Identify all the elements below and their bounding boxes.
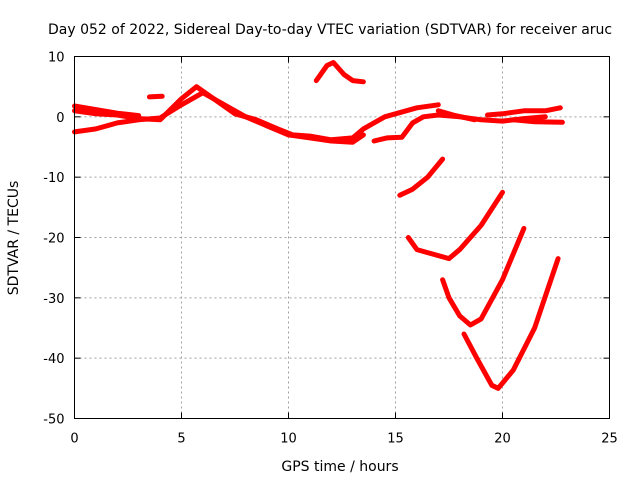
x-tick-label: 5 (177, 432, 185, 447)
series-track-h (485, 105, 563, 118)
series-track-e (313, 60, 366, 85)
y-tick-label: -40 (43, 352, 64, 367)
x-tick-label: 0 (70, 432, 78, 447)
x-tick-label: 15 (387, 432, 404, 447)
series-track-d (146, 93, 165, 100)
series-track-j (397, 156, 446, 198)
y-tick-label: -10 (43, 171, 64, 186)
series-track-i (510, 117, 565, 125)
series-track-k (405, 189, 505, 262)
y-tick-label: 10 (48, 51, 65, 66)
data-series (72, 60, 565, 391)
series-track-b (72, 90, 366, 145)
series-track-f (371, 112, 548, 144)
x-tick-label: 25 (601, 432, 618, 447)
tick-labels: 0 5 10 15 20 25 10 0 -10 -20 -30 -40 -50 (43, 51, 618, 447)
x-tick-label: 10 (280, 432, 297, 447)
x-axis-label: GPS time / hours (281, 459, 398, 475)
y-tick-label: -50 (43, 413, 64, 428)
y-tick-label: 0 (56, 111, 64, 126)
y-tick-label: -30 (43, 292, 64, 307)
series-track-m (461, 256, 561, 391)
plot-frame (74, 56, 610, 419)
series-track-l (440, 225, 527, 328)
series-track-g (435, 108, 478, 123)
y-tick-label: -20 (43, 232, 64, 247)
chart-title: Day 052 of 2022, Sidereal Day-to-day VTE… (48, 22, 612, 38)
x-tick-label: 20 (494, 432, 511, 447)
y-axis-label: SDTVAR / TECUs (6, 181, 22, 296)
series-track-c (72, 103, 142, 119)
